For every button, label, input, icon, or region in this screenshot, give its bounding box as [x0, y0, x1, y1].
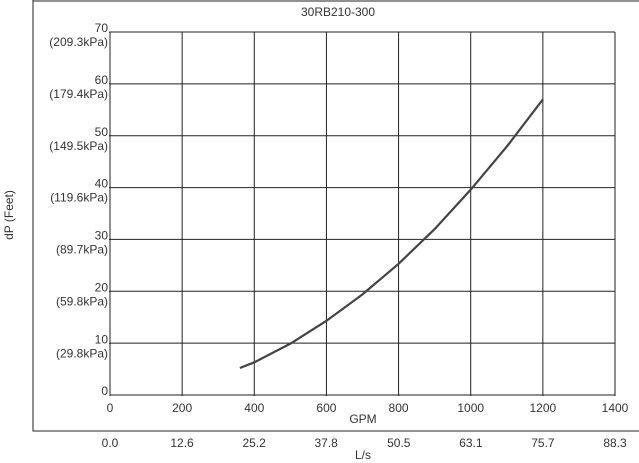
y2-tick-label: (179.4kPa)	[49, 87, 108, 101]
x-tick-label: 800	[389, 401, 409, 415]
x-tick-label: 200	[172, 401, 192, 415]
x-axis-label: GPM	[349, 412, 376, 426]
y2-tick-label: (119.6kPa)	[50, 191, 108, 205]
y-tick-label: 70	[95, 21, 109, 35]
x2-tick-label: 0.0	[102, 436, 119, 450]
x2-tick-label: 50.5	[387, 436, 411, 450]
x2-axis-label: L/s	[355, 448, 371, 462]
x2-tick-label: 25.2	[242, 436, 266, 450]
x-tick-label: 1400	[602, 401, 629, 415]
y-tick-label: 10	[95, 332, 109, 346]
y-tick-label: 20	[95, 280, 109, 294]
y-tick-label: 40	[95, 177, 109, 191]
x2-tick-label: 12.6	[170, 436, 194, 450]
y-tick-label: 50	[95, 125, 109, 139]
x2-tick-label: 63.1	[459, 436, 483, 450]
x2-tick-label: 37.8	[315, 436, 339, 450]
y2-tick-label: (209.3kPa)	[49, 35, 108, 49]
x-tick-label: 600	[316, 401, 336, 415]
y-tick-label: 60	[95, 73, 109, 87]
data-line	[239, 98, 544, 370]
x-tick-label: 1200	[530, 401, 557, 415]
y-tick-label: 0	[101, 384, 108, 398]
y2-tick-label: (59.8kPa)	[56, 294, 108, 308]
y2-tick-label: (29.8kPa)	[56, 346, 108, 360]
y2-tick-label: (89.7kPa)	[56, 243, 108, 257]
x-tick-label: 1000	[457, 401, 484, 415]
chart-title: 30RB210-300	[301, 5, 375, 19]
x-tick-label: 0	[107, 401, 114, 415]
x-tick-label: 400	[244, 401, 264, 415]
y-axis-label: dP (Feet)	[2, 190, 16, 240]
frame	[32, 0, 639, 432]
x2-tick-label: 75.7	[531, 436, 555, 450]
y-tick-label: 30	[95, 229, 109, 243]
y2-tick-label: (149.5kPa)	[49, 139, 108, 153]
x2-tick-label: 88.3	[603, 436, 627, 450]
